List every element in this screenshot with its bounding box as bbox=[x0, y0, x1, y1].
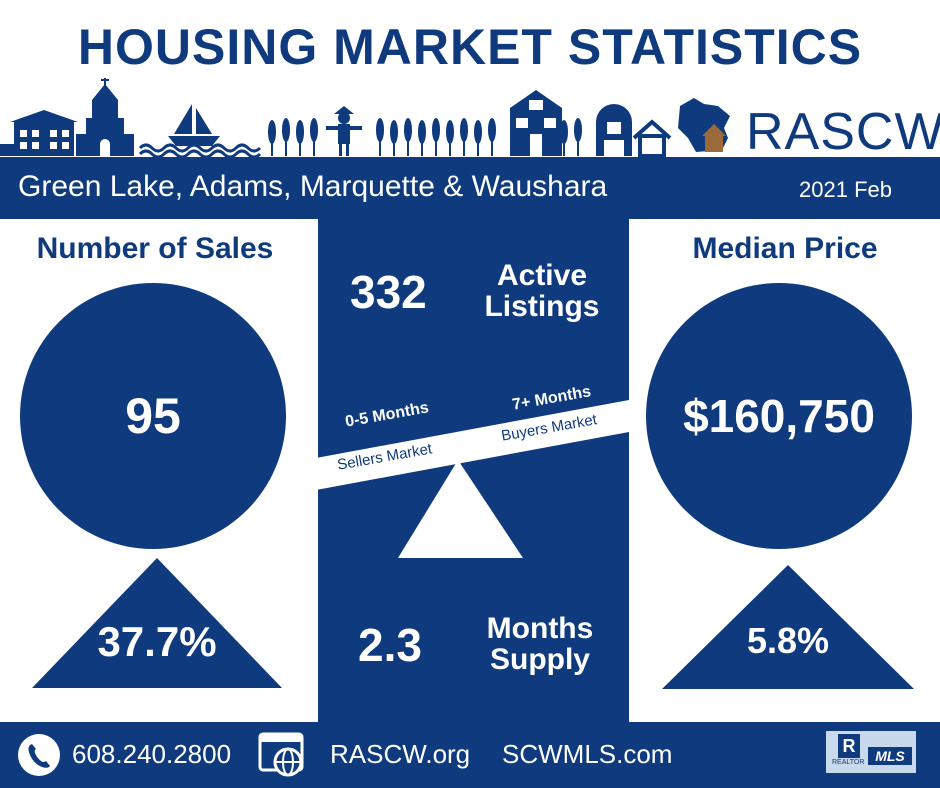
house-outline-icon bbox=[632, 119, 672, 158]
sales-count-circle: 95 bbox=[20, 283, 286, 549]
active-listings-value: 332 bbox=[350, 266, 427, 318]
realtor-mls-badge: R REALTOR MLS bbox=[826, 731, 916, 773]
region-banner bbox=[0, 157, 940, 219]
median-price-heading: Median Price bbox=[692, 232, 878, 265]
sailboat-icon bbox=[174, 104, 192, 134]
active-listings-label-line1: Active bbox=[496, 259, 588, 292]
report-period: 2021 Feb bbox=[799, 177, 892, 202]
median-price-value: $160,750 bbox=[683, 390, 875, 442]
footer-bar bbox=[0, 722, 940, 788]
mls-logo: MLS bbox=[868, 747, 912, 765]
realtor-r-logo: R bbox=[838, 734, 860, 758]
months-supply-label-line1: Months bbox=[486, 612, 594, 645]
page-title: HOUSING MARKET STATISTICS bbox=[77, 19, 863, 75]
realtor-caption: REALTOR bbox=[832, 759, 865, 766]
wheat-field-icon bbox=[268, 118, 582, 156]
town-skyline-illustration bbox=[0, 78, 730, 158]
barn-icon bbox=[510, 90, 562, 156]
rascw-website-link[interactable]: RASCW.org bbox=[330, 739, 471, 769]
price-up-triangle-icon bbox=[662, 565, 914, 689]
active-listings-label: Active Listings bbox=[472, 260, 612, 322]
phone-icon bbox=[18, 734, 60, 776]
rascw-logo: RASCW bbox=[746, 103, 940, 161]
phone-number[interactable]: 608.240.2800 bbox=[72, 739, 232, 769]
months-supply-label-line2: Supply bbox=[489, 643, 590, 676]
school-building-icon bbox=[14, 122, 74, 156]
region-name: Green Lake, Adams, Marquette & Waushara bbox=[18, 170, 608, 203]
months-supply-value: 2.3 bbox=[358, 619, 422, 671]
sales-change-value: 37.7% bbox=[97, 618, 217, 665]
market-seesaw-graphic bbox=[318, 400, 629, 558]
wisconsin-map-icon bbox=[678, 98, 730, 152]
price-change-value: 5.8% bbox=[746, 620, 830, 661]
scarecrow-icon bbox=[326, 106, 362, 156]
number-of-sales-heading: Number of Sales bbox=[36, 232, 274, 265]
web-browser-icon bbox=[258, 732, 304, 777]
farmhouse-icon bbox=[596, 104, 632, 156]
sales-up-triangle-icon bbox=[32, 558, 282, 688]
scwmls-website-link[interactable]: SCWMLS.com bbox=[502, 739, 673, 769]
months-supply-label: Months Supply bbox=[470, 613, 610, 675]
median-price-circle: $160,750 bbox=[646, 283, 912, 549]
sales-count-value: 95 bbox=[125, 388, 181, 444]
active-listings-label-line2: Listings bbox=[484, 290, 600, 323]
seesaw-plank bbox=[318, 400, 629, 490]
seesaw-fulcrum bbox=[398, 460, 523, 558]
